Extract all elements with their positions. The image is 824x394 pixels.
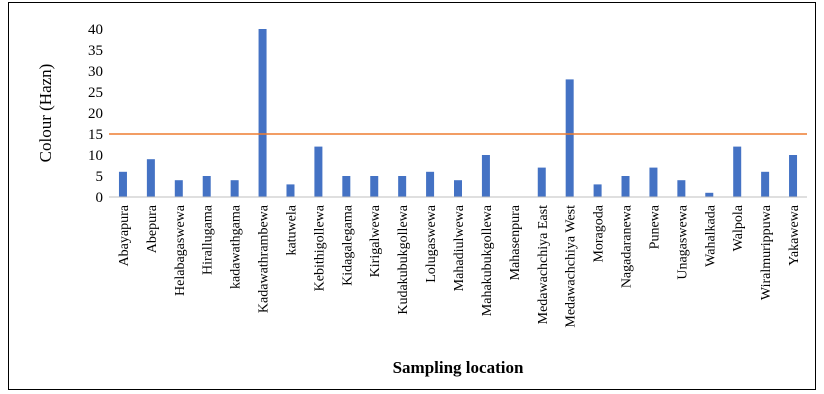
bar bbox=[314, 146, 323, 197]
x-category-label: Yakawewa bbox=[787, 204, 802, 266]
bar bbox=[258, 29, 267, 197]
chart-frame: 0 5 10 15 20 25 30 35 40 Abayapura Abepura Helabag… bbox=[8, 2, 816, 390]
bar bbox=[454, 180, 462, 197]
x-category-label: Mahakubukgollewa bbox=[480, 204, 495, 316]
y-tick-label: 25 bbox=[88, 85, 103, 101]
y-axis-label: Colour (Hazn) bbox=[36, 64, 55, 163]
x-category-label: Kadawathrambewa bbox=[257, 204, 272, 313]
bar bbox=[230, 180, 239, 197]
bar bbox=[342, 176, 351, 197]
x-category-label: Kirigalwewa bbox=[368, 204, 383, 277]
x-category-label: Unagaswewa bbox=[675, 204, 690, 279]
x-category-label: Abayapura bbox=[117, 204, 132, 266]
x-category-label: Kudakubukgollewa bbox=[396, 204, 411, 314]
bar bbox=[761, 171, 770, 197]
bar bbox=[733, 146, 742, 197]
bar bbox=[677, 180, 686, 197]
x-category-label: Wahalkada bbox=[703, 204, 718, 267]
y-axis-ticks: 0 5 10 15 20 25 30 35 40 bbox=[88, 22, 103, 206]
bar bbox=[649, 167, 658, 197]
bar bbox=[481, 155, 490, 197]
x-axis-label: Sampling location bbox=[393, 358, 524, 377]
x-category-label: Medawachchiya East bbox=[536, 205, 551, 324]
x-axis-category-labels: Abayapura Abepura Helabagaswewa Hirallugama… bbox=[117, 204, 802, 327]
y-tick-label: 30 bbox=[88, 64, 103, 80]
bar bbox=[705, 192, 714, 197]
bar bbox=[146, 159, 155, 197]
bar bbox=[789, 155, 798, 197]
bar bbox=[398, 176, 407, 197]
y-tick-label: 35 bbox=[88, 43, 103, 59]
bar bbox=[202, 176, 211, 197]
x-category-label: kadawathgama bbox=[229, 204, 244, 289]
x-category-label: Moragoda bbox=[592, 204, 607, 262]
x-category-label: Walpola bbox=[731, 204, 746, 251]
x-category-label: Mahadiulwewa bbox=[452, 204, 467, 291]
bar bbox=[537, 167, 546, 197]
x-category-label: Wiralmurippuwa bbox=[759, 204, 774, 300]
bar bbox=[286, 184, 295, 197]
x-category-label: Helabagaswewa bbox=[173, 204, 188, 296]
bar bbox=[621, 176, 630, 197]
bar bbox=[370, 176, 379, 197]
bar bbox=[593, 184, 602, 197]
x-category-label: Abepura bbox=[145, 204, 160, 253]
y-tick-label: 0 bbox=[96, 190, 104, 206]
bar bbox=[565, 79, 574, 197]
bar bbox=[118, 171, 127, 197]
y-tick-label: 10 bbox=[88, 148, 103, 164]
bar bbox=[426, 171, 435, 197]
y-tick-label: 15 bbox=[88, 127, 103, 143]
x-category-label: Kidagalegama bbox=[340, 204, 355, 286]
x-category-label: Lolugaswewa bbox=[424, 204, 439, 283]
y-tick-label: 40 bbox=[88, 22, 103, 38]
x-category-label: katuwela bbox=[284, 204, 299, 255]
x-category-label: Nagadaranewa bbox=[620, 204, 635, 288]
x-category-label: Punewa bbox=[647, 204, 662, 249]
bars bbox=[118, 29, 798, 197]
y-tick-label: 5 bbox=[96, 169, 104, 185]
x-category-label: Hirallugama bbox=[201, 204, 216, 275]
x-category-label: Mahasenpura bbox=[508, 204, 523, 280]
y-tick-label: 20 bbox=[88, 106, 103, 122]
x-category-label: Medawachchiya West bbox=[564, 205, 579, 328]
bar bbox=[174, 180, 183, 197]
x-category-label: Kebithigollewa bbox=[312, 204, 327, 291]
bar-chart: 0 5 10 15 20 25 30 35 40 Abayapura Abepura Helabag… bbox=[36, 22, 807, 377]
